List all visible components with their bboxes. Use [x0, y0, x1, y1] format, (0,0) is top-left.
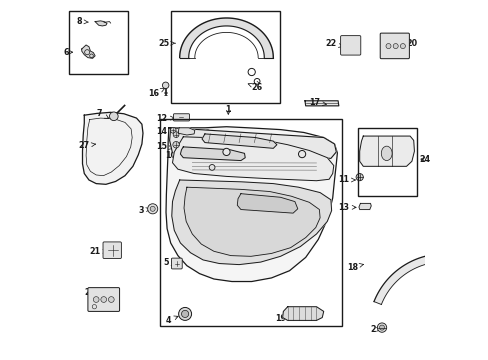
Text: 10: 10	[165, 151, 183, 160]
Circle shape	[108, 297, 114, 302]
Circle shape	[400, 44, 405, 49]
Circle shape	[101, 297, 106, 302]
Circle shape	[162, 82, 168, 89]
Polygon shape	[180, 147, 244, 161]
Circle shape	[178, 307, 191, 320]
Text: 23: 23	[84, 288, 100, 297]
Circle shape	[379, 325, 384, 330]
Text: 11: 11	[337, 175, 354, 184]
Polygon shape	[359, 136, 413, 166]
Text: 15: 15	[156, 141, 172, 150]
Text: 25: 25	[158, 39, 175, 48]
Text: 3: 3	[138, 206, 150, 215]
Text: 16: 16	[147, 88, 164, 98]
Text: 4: 4	[165, 316, 178, 325]
Circle shape	[173, 132, 179, 138]
Circle shape	[298, 150, 305, 158]
Polygon shape	[179, 18, 273, 58]
Bar	[357, 128, 416, 196]
FancyBboxPatch shape	[103, 242, 121, 258]
Polygon shape	[81, 45, 95, 58]
Text: 14: 14	[156, 127, 174, 136]
Polygon shape	[237, 194, 297, 213]
Circle shape	[172, 141, 179, 148]
Polygon shape	[178, 128, 194, 135]
Text: 18: 18	[346, 263, 363, 271]
Circle shape	[93, 297, 99, 302]
Polygon shape	[95, 21, 107, 26]
Circle shape	[392, 44, 397, 49]
Circle shape	[109, 112, 118, 121]
Text: 19: 19	[274, 314, 292, 323]
Polygon shape	[282, 307, 323, 320]
Text: 27: 27	[79, 141, 95, 150]
Polygon shape	[171, 180, 331, 265]
Text: 6: 6	[63, 48, 73, 57]
Text: 8: 8	[77, 17, 88, 26]
Circle shape	[147, 204, 158, 214]
Text: 22: 22	[325, 39, 342, 48]
Text: 2: 2	[369, 325, 380, 334]
Text: 7: 7	[97, 109, 108, 118]
Circle shape	[377, 323, 386, 332]
Circle shape	[181, 310, 188, 318]
Text: 17: 17	[308, 98, 326, 107]
Polygon shape	[82, 112, 142, 184]
Bar	[160, 119, 341, 326]
Bar	[69, 11, 128, 74]
FancyBboxPatch shape	[88, 288, 120, 311]
Polygon shape	[358, 203, 370, 210]
Text: 5: 5	[163, 258, 175, 267]
FancyBboxPatch shape	[173, 114, 189, 121]
Polygon shape	[172, 137, 333, 181]
Circle shape	[385, 44, 390, 49]
Polygon shape	[202, 134, 276, 148]
FancyBboxPatch shape	[380, 33, 408, 59]
Polygon shape	[166, 127, 337, 282]
Circle shape	[150, 206, 155, 211]
Circle shape	[223, 148, 230, 156]
Text: 26: 26	[248, 83, 262, 91]
FancyBboxPatch shape	[171, 258, 182, 269]
Circle shape	[170, 127, 176, 133]
Polygon shape	[373, 256, 427, 305]
Circle shape	[209, 165, 215, 170]
Polygon shape	[183, 187, 320, 256]
Text: 9: 9	[204, 129, 215, 138]
Bar	[170, 11, 280, 103]
Text: 1: 1	[225, 105, 230, 114]
Text: 12: 12	[156, 113, 174, 122]
FancyBboxPatch shape	[340, 36, 360, 55]
Polygon shape	[305, 101, 338, 106]
Text: 21: 21	[89, 247, 107, 256]
Text: 24: 24	[418, 154, 429, 163]
Ellipse shape	[381, 146, 391, 161]
Text: 13: 13	[337, 203, 355, 212]
Polygon shape	[169, 128, 336, 158]
Text: 20: 20	[399, 39, 417, 48]
Circle shape	[355, 174, 363, 181]
